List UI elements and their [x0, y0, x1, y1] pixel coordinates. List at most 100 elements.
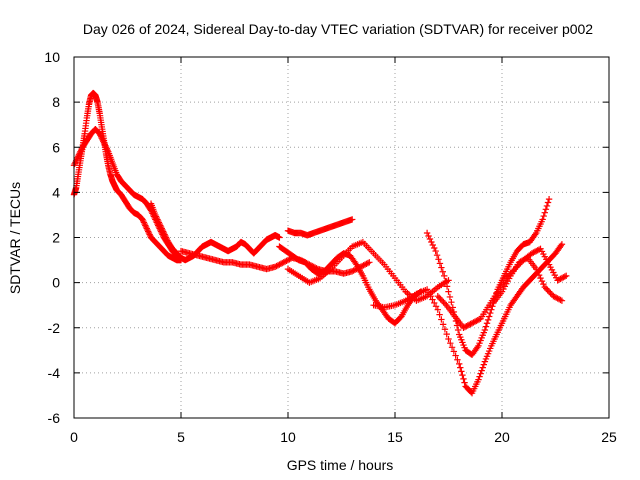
data-point — [429, 241, 437, 249]
data-point — [540, 280, 547, 288]
data-point — [545, 195, 553, 203]
y-tick-label: -6 — [48, 410, 61, 426]
data-point — [142, 223, 150, 231]
x-tick-label: 0 — [70, 429, 78, 445]
data-point — [450, 348, 458, 355]
data-point — [463, 323, 470, 330]
data-point — [460, 375, 467, 383]
data-point — [465, 321, 473, 328]
y-tick-label: -4 — [48, 365, 61, 381]
data-point — [557, 242, 565, 249]
data-point — [161, 231, 168, 238]
data-point — [480, 361, 488, 368]
data-point — [143, 225, 150, 232]
data-point — [534, 247, 541, 254]
data-point — [533, 247, 540, 255]
data-point — [443, 330, 450, 338]
data-point — [100, 139, 108, 146]
y-tick-label: 10 — [44, 49, 60, 65]
data-point — [142, 222, 149, 229]
data-point — [100, 138, 107, 145]
x-tick-label: 25 — [601, 429, 617, 445]
data-point — [436, 260, 444, 267]
data-point — [429, 296, 436, 303]
data-point — [448, 344, 456, 351]
data-point — [146, 231, 153, 238]
data-point — [481, 326, 489, 334]
data-point — [280, 259, 287, 266]
data-point — [443, 283, 451, 290]
y-tick-labels: -6 -4 -2 0 2 4 6 8 10 — [44, 49, 60, 426]
data-point — [162, 234, 170, 241]
data-point — [158, 225, 165, 232]
data-point — [364, 259, 372, 267]
data-point — [448, 298, 455, 306]
data-point — [145, 229, 153, 237]
data-point — [544, 199, 552, 206]
data-point — [558, 241, 566, 248]
data-point — [550, 292, 557, 300]
data-point — [152, 213, 160, 220]
data-point — [273, 262, 280, 270]
data-point — [554, 295, 561, 302]
data-point — [350, 267, 357, 274]
data-point — [471, 318, 479, 325]
data-point — [473, 317, 480, 325]
data-point — [75, 153, 82, 160]
data-point — [104, 147, 111, 154]
axis-ticks — [73, 56, 610, 419]
x-axis-label: GPS time / hours — [287, 457, 394, 473]
data-point — [467, 320, 474, 328]
data-point — [141, 220, 148, 228]
data-point — [425, 232, 432, 240]
data-point — [485, 313, 493, 320]
data-point — [157, 223, 165, 231]
data-point — [535, 271, 543, 279]
data-point — [541, 209, 548, 216]
data-point — [479, 364, 486, 371]
data-point — [436, 311, 443, 318]
data-point — [445, 277, 452, 284]
data-point — [281, 258, 289, 265]
data-point — [144, 228, 152, 235]
data-point — [154, 217, 162, 225]
data-point — [468, 320, 476, 327]
x-tick-labels: 0 5 10 15 20 25 — [70, 429, 617, 445]
data-point — [72, 159, 79, 166]
data-point — [152, 211, 159, 219]
data-point — [159, 228, 167, 235]
data-point — [461, 379, 468, 386]
chart-title: Day 026 of 2024, Sidereal Day-to-day VTE… — [83, 21, 593, 37]
data-point — [155, 219, 163, 226]
data-point — [427, 292, 434, 300]
data-point — [553, 294, 560, 301]
data-point — [523, 255, 530, 262]
data-point — [277, 260, 285, 268]
data-point — [563, 272, 570, 280]
data-point — [528, 250, 536, 257]
data-point — [475, 376, 482, 383]
data-point — [452, 352, 459, 359]
data-point — [530, 249, 537, 256]
data-point — [477, 370, 484, 377]
data-point — [437, 295, 444, 303]
data-point — [460, 324, 467, 331]
data-point — [454, 326, 462, 334]
data-point — [447, 339, 454, 347]
data-point — [537, 274, 544, 282]
data-point — [157, 222, 164, 229]
data-point — [487, 309, 494, 317]
data-point — [75, 151, 83, 158]
data-point — [441, 326, 449, 333]
data-point — [434, 306, 441, 313]
data-point — [73, 156, 81, 163]
data-point — [539, 216, 546, 223]
data-point — [557, 275, 564, 283]
data-point — [439, 268, 446, 275]
data-point — [517, 258, 524, 265]
series-trace-h — [370, 241, 566, 397]
data-point — [98, 135, 106, 142]
data-point — [361, 261, 369, 268]
data-point — [454, 356, 461, 363]
